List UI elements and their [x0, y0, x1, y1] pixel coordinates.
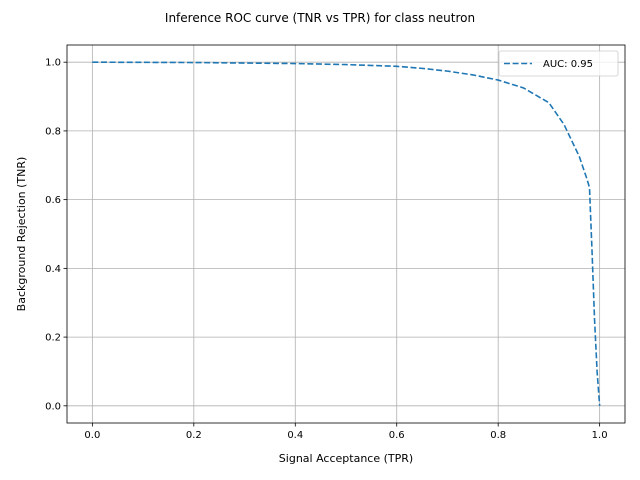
legend: AUC: 0.95 — [498, 50, 619, 77]
legend-entry-label: AUC: 0.95 — [543, 59, 593, 70]
y-tick-label: 0.8 — [45, 126, 61, 137]
tick-layer: 0.0 0.2 0.4 0.6 0.8 1.0 0.0 0.2 0.4 0.6 0.8 1.0 — [45, 58, 607, 441]
legend-box — [498, 50, 619, 77]
y-tick-label: 0.4 — [45, 264, 61, 275]
x-tick-label: 0.8 — [490, 430, 506, 441]
y-tick-label: 0.2 — [45, 333, 61, 344]
y-tick-label: 0.0 — [45, 401, 61, 412]
grid-layer — [67, 45, 625, 423]
y-axis-label: Background Rejection (TNR) — [15, 157, 28, 312]
roc-curve-line — [92, 61, 601, 406]
x-tick-label: 1.0 — [592, 430, 608, 441]
y-tick-label: 1.0 — [45, 58, 61, 69]
series-layer — [92, 61, 601, 406]
x-tick-label: 0.2 — [186, 430, 202, 441]
x-axis-label: Signal Acceptance (TPR) — [279, 452, 413, 465]
x-tick-label: 0.4 — [287, 430, 303, 441]
y-tick-label: 0.6 — [45, 195, 61, 206]
chart-title: Inference ROC curve (TNR vs TPR) for cla… — [165, 11, 475, 25]
x-tick-label: 0.0 — [84, 430, 100, 441]
plot-frame — [66, 44, 626, 424]
x-tick-label: 0.6 — [389, 430, 405, 441]
